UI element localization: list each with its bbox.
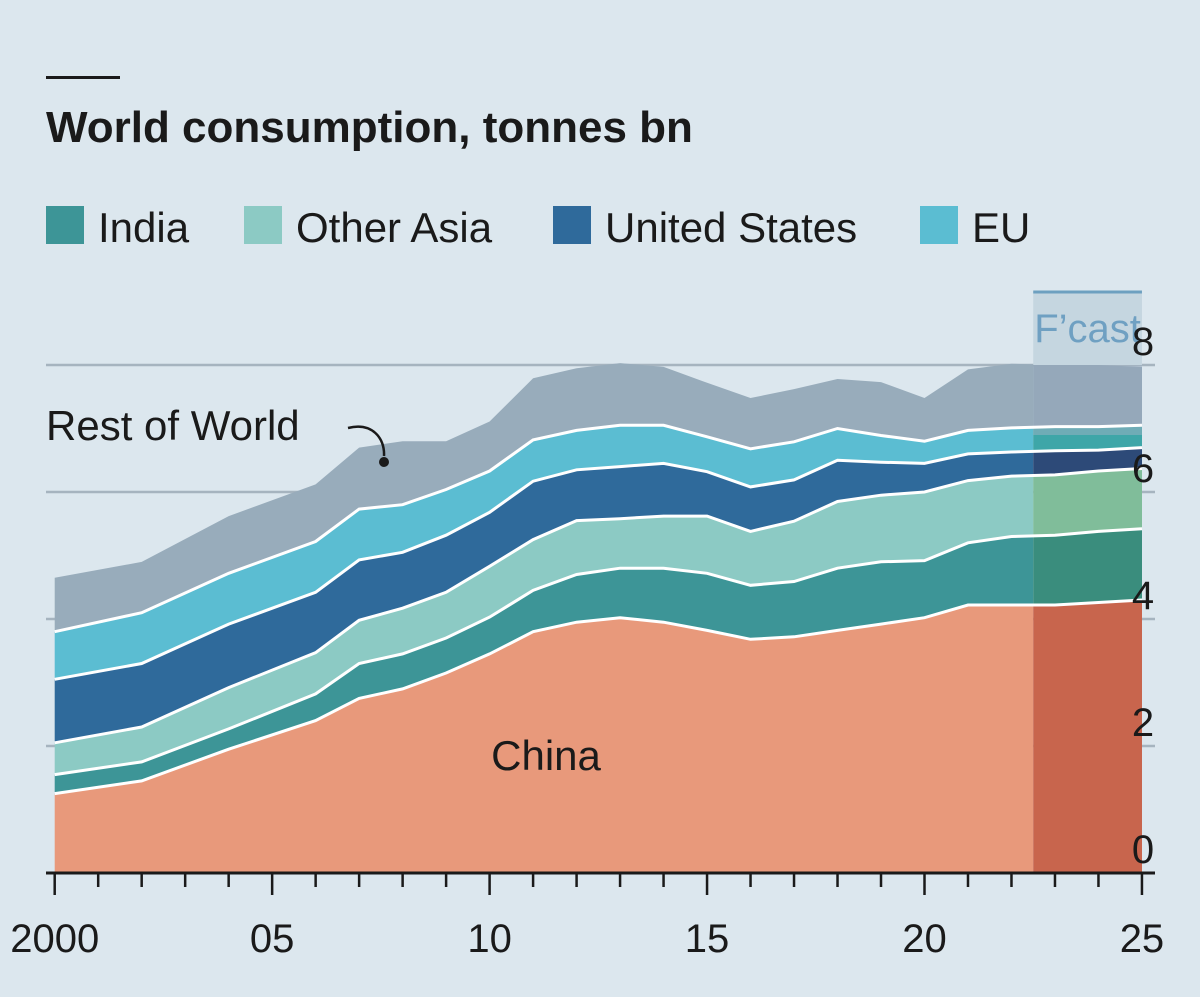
label-china: China [491, 732, 601, 779]
title-rule [46, 76, 120, 79]
forecast-label: F’cast [1034, 307, 1141, 351]
x-tick-label: 20 [902, 917, 947, 961]
series-boundary [54, 446, 1143, 681]
series-boundary [54, 598, 1143, 796]
legend-swatch [553, 206, 591, 244]
area-india-forecast [1033, 528, 1142, 605]
legend-swatch [46, 206, 84, 244]
x-axis: 2000 05 10 15 20 25 [10, 871, 1165, 961]
legend-swatch [920, 206, 958, 244]
x-tick-label: 10 [467, 917, 512, 961]
area-china-forecast [1033, 600, 1142, 873]
arrow-dot [379, 457, 389, 467]
legend-label: EU [972, 204, 1030, 251]
legend: India Other Asia United States EU [46, 204, 1030, 251]
forecast-band-top [1033, 292, 1142, 365]
area-united-states-forecast [1033, 447, 1142, 476]
area-rest-of-world [54, 363, 1034, 632]
label-rest-of-world: Rest of World [46, 402, 300, 449]
y-tick-label: 8 [1132, 320, 1154, 364]
legend-swatch [244, 206, 282, 244]
forecast-band-shade [1033, 365, 1142, 435]
series-boundary [54, 467, 1143, 745]
forecast-band: F’cast [1033, 290, 1142, 435]
y-axis-labels: 0 2 4 6 8 [1132, 320, 1154, 872]
area-other-asia-forecast [1033, 468, 1142, 536]
chart-title: World consumption, tonnes bn [46, 103, 693, 152]
arrow-rest-of-world [347, 425, 386, 457]
legend-label: Other Asia [296, 204, 493, 251]
y-tick-label: 6 [1132, 447, 1154, 491]
x-tick-label: 25 [1120, 917, 1165, 961]
area-india [54, 535, 1034, 794]
area-united-states [54, 451, 1034, 743]
y-tick-label: 0 [1132, 828, 1154, 872]
series-boundary [54, 423, 1143, 634]
x-tick-label: 05 [250, 917, 295, 961]
y-tick-label: 2 [1132, 701, 1154, 745]
annotations: China Rest of World [46, 402, 602, 779]
area-eu [54, 425, 1034, 680]
legend-label: India [98, 204, 190, 251]
area-china [54, 605, 1034, 873]
y-tick-label: 4 [1132, 574, 1154, 618]
series-boundaries [54, 423, 1143, 796]
x-tick-label: 2000 [10, 917, 99, 961]
x-tick-label: 15 [685, 917, 730, 961]
series-boundary [54, 527, 1143, 777]
legend-label: United States [605, 204, 857, 251]
